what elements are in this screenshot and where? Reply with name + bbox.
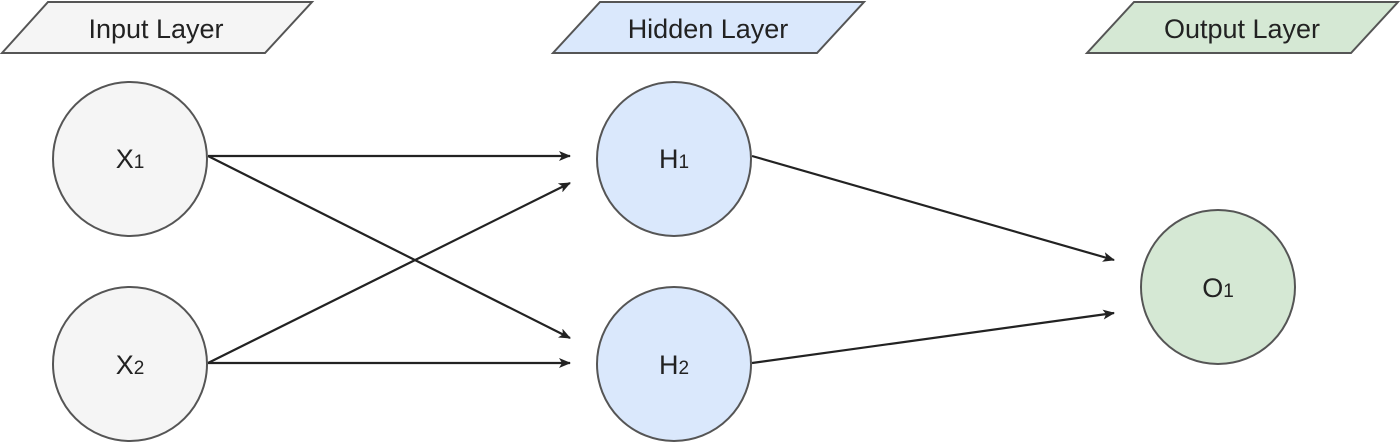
node-h1-subscript: 1 <box>678 152 689 173</box>
node-x1-circle <box>52 81 208 237</box>
edge-x1-h2 <box>207 155 571 339</box>
node-x2-letter: X <box>116 350 134 380</box>
node-x1-label: X1 <box>116 144 145 174</box>
node-h1-letter: H <box>659 144 679 174</box>
edge-h2-o1 <box>751 309 1115 365</box>
edge-h1-o1 <box>751 154 1115 262</box>
node-x2: X2 <box>52 286 208 442</box>
output-layer-banner: Output Layer <box>1084 1 1400 54</box>
node-h1-label: H1 <box>659 144 689 174</box>
node-h1: H1 <box>596 81 752 237</box>
hidden-layer-shape <box>550 1 867 54</box>
input-layer-shape <box>0 1 315 54</box>
node-o1-label: O1 <box>1202 273 1234 303</box>
hidden-layer-label: Hidden Layer <box>628 14 789 44</box>
node-x2-label: X2 <box>116 350 145 380</box>
input-layer-banner: Input Layer <box>0 1 315 54</box>
node-h2-letter: H <box>659 350 679 380</box>
hidden-layer-banner: Hidden Layer <box>550 1 867 54</box>
output-layer-shape <box>1084 1 1400 54</box>
node-h2-circle <box>596 286 752 442</box>
node-x2-subscript: 2 <box>134 358 145 379</box>
node-o1-letter: O <box>1202 273 1223 303</box>
edges <box>207 151 1115 368</box>
node-o1-circle <box>1140 209 1296 365</box>
node-h2-label: H2 <box>659 350 689 380</box>
node-x2-circle <box>52 286 208 442</box>
node-o1-subscript: 1 <box>1223 281 1234 302</box>
node-x1: X1 <box>52 81 208 237</box>
node-h1-circle <box>596 81 752 237</box>
node-x1-letter: X <box>116 144 134 174</box>
node-h2: H2 <box>596 286 752 442</box>
node-h2-subscript: 2 <box>678 358 689 379</box>
edge-x2-h1 <box>207 182 571 364</box>
input-layer-label: Input Layer <box>88 14 223 44</box>
node-o1: O1 <box>1140 209 1296 365</box>
node-x1-subscript: 1 <box>134 152 145 173</box>
output-layer-label: Output Layer <box>1164 14 1320 44</box>
